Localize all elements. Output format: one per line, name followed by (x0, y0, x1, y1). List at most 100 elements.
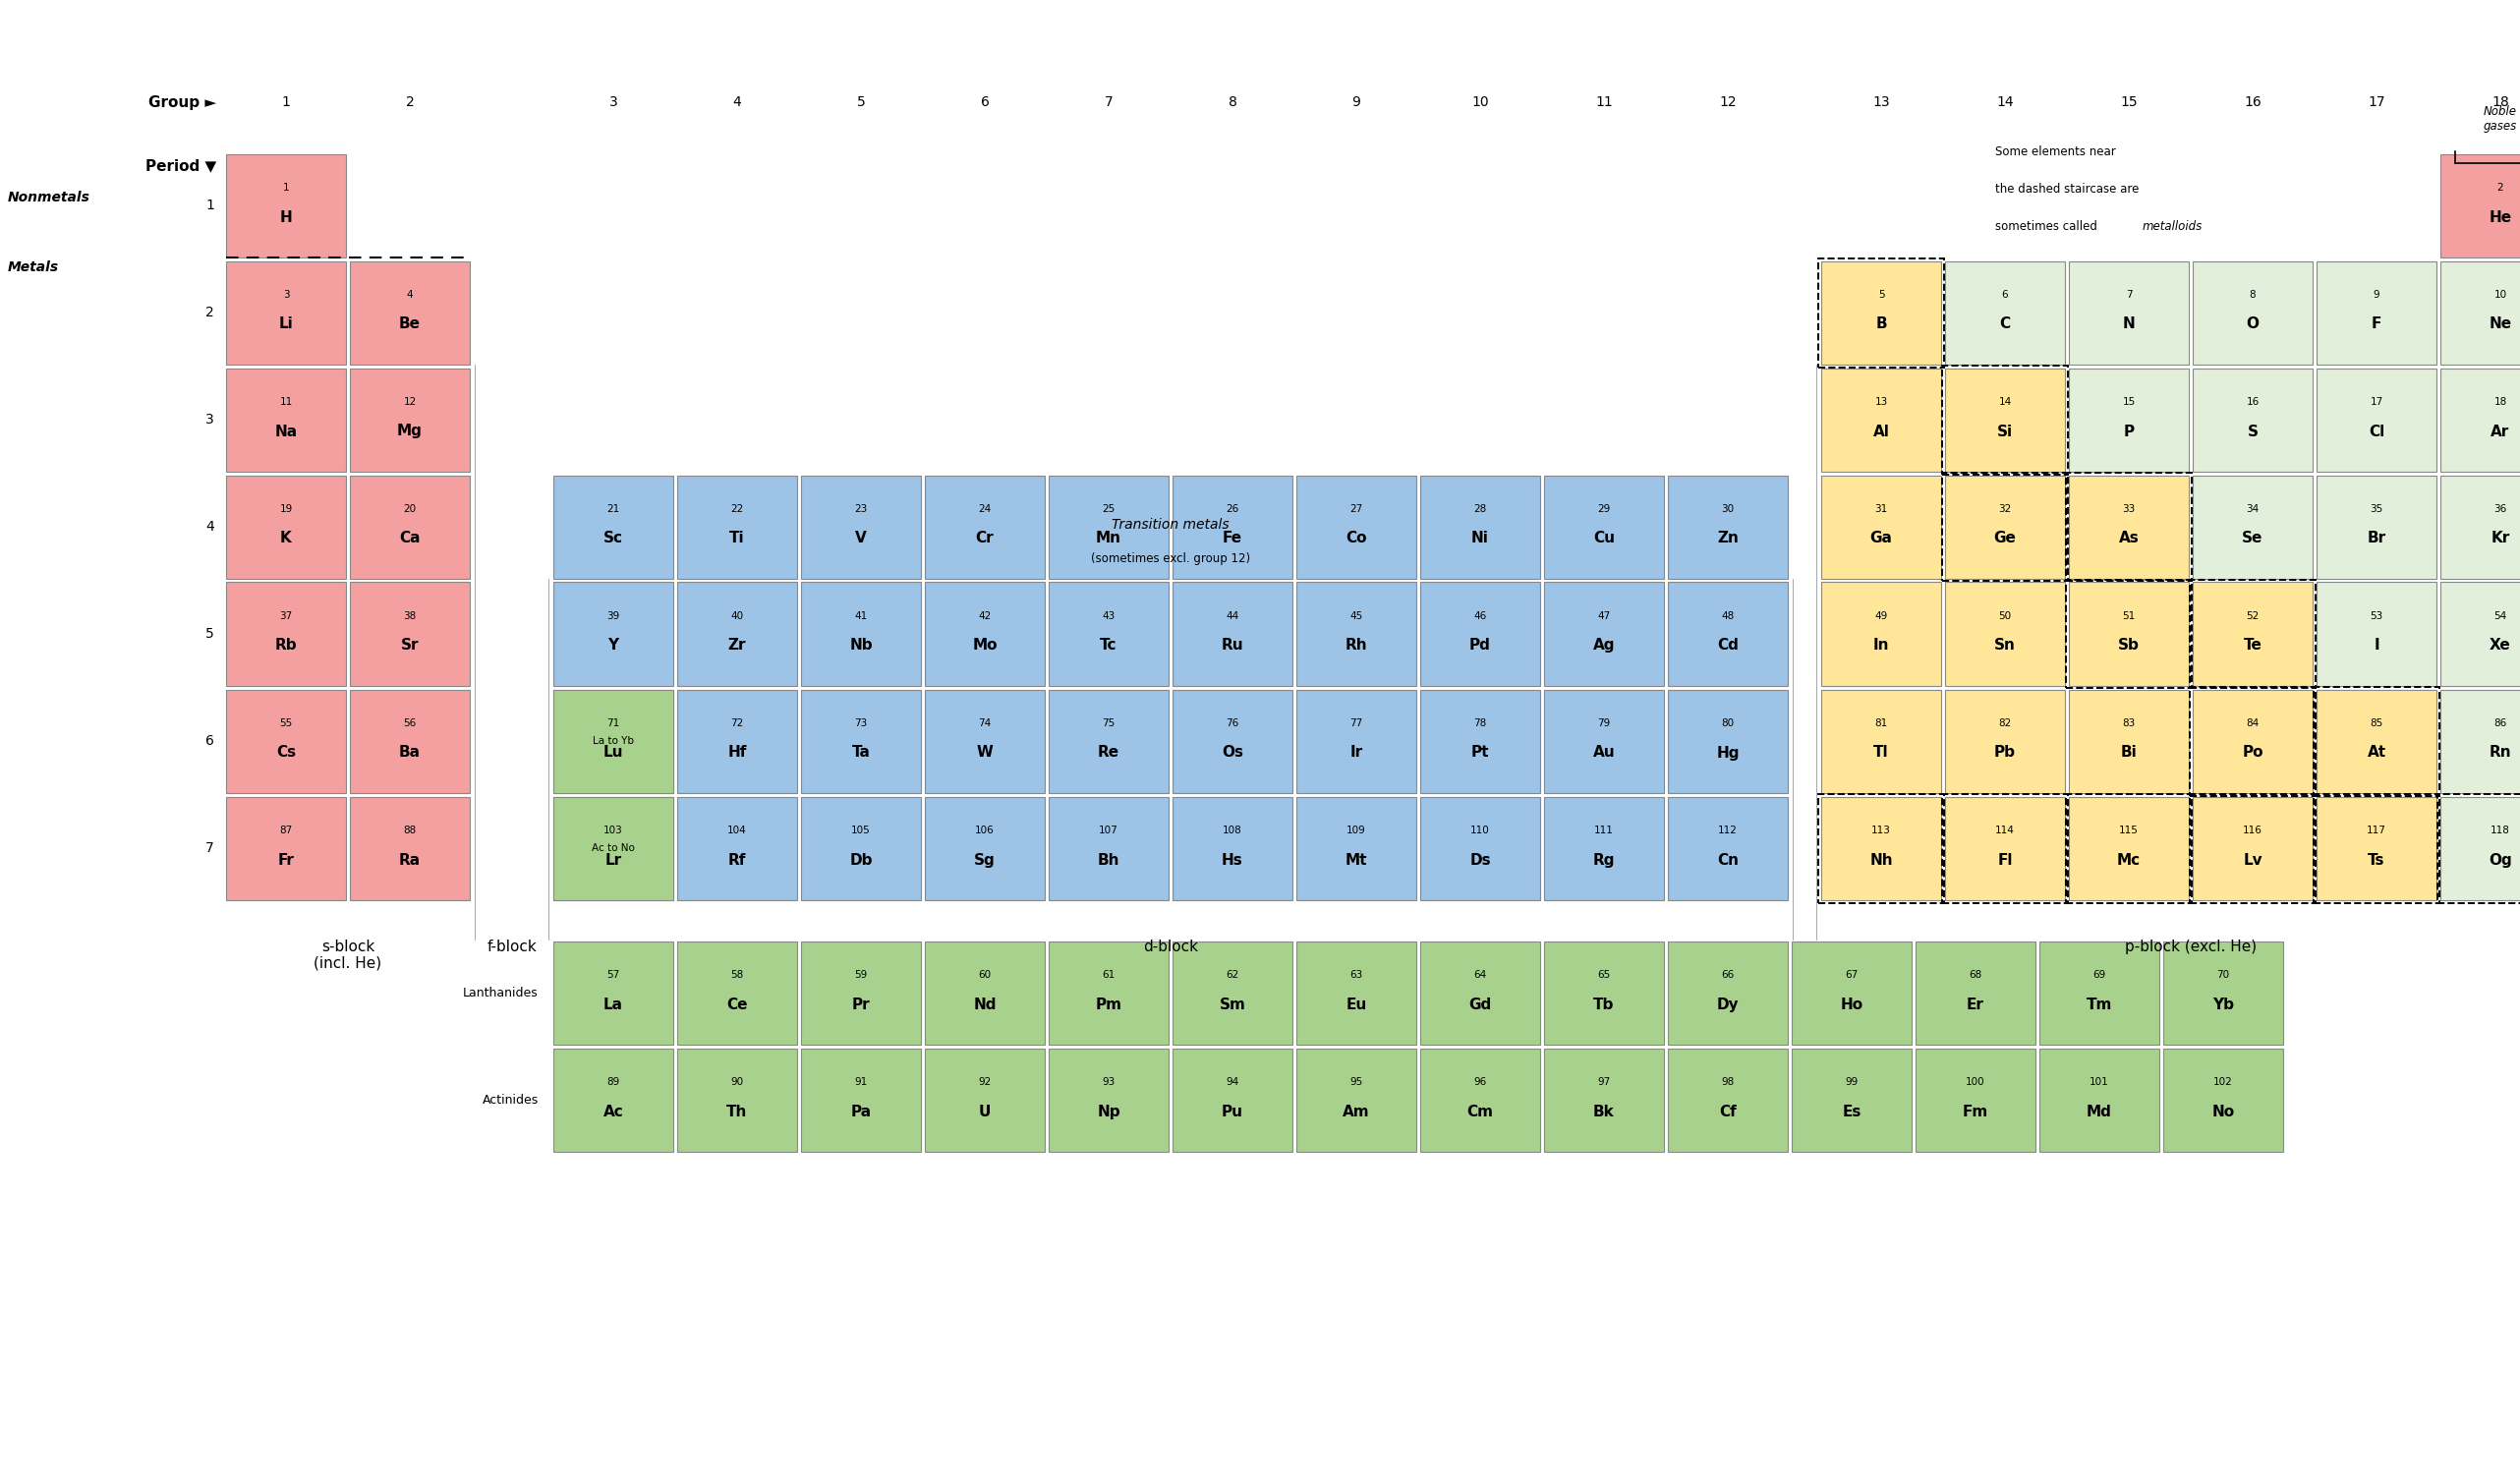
Text: 7: 7 (2124, 289, 2132, 300)
Text: 40: 40 (731, 611, 743, 621)
Text: 44: 44 (1225, 611, 1240, 621)
Text: 1: 1 (207, 199, 214, 212)
FancyBboxPatch shape (227, 154, 345, 257)
Text: 46: 46 (1474, 611, 1487, 621)
FancyBboxPatch shape (2316, 796, 2437, 900)
Text: Nh: Nh (1870, 853, 1893, 868)
Text: 4: 4 (406, 289, 413, 300)
Text: 90: 90 (731, 1077, 743, 1087)
Text: La: La (602, 997, 622, 1011)
Text: the dashed staircase are: the dashed staircase are (1996, 182, 2139, 196)
Text: 55: 55 (280, 718, 292, 728)
FancyBboxPatch shape (1295, 475, 1416, 578)
Text: V: V (854, 531, 867, 546)
Text: 86: 86 (2495, 718, 2507, 728)
Text: 15: 15 (2119, 95, 2137, 110)
Text: He: He (2490, 209, 2512, 224)
Text: Ac to No: Ac to No (592, 844, 635, 853)
Text: 69: 69 (2092, 970, 2107, 980)
FancyBboxPatch shape (1945, 690, 2064, 792)
Text: 15: 15 (2122, 397, 2134, 406)
Text: 89: 89 (607, 1077, 620, 1087)
FancyBboxPatch shape (678, 583, 796, 685)
Text: 48: 48 (1721, 611, 1734, 621)
FancyBboxPatch shape (1945, 368, 2064, 472)
Text: Np: Np (1096, 1105, 1121, 1120)
Text: Al: Al (1872, 424, 1890, 439)
Text: 49: 49 (1875, 611, 1887, 621)
FancyBboxPatch shape (2192, 583, 2313, 685)
Text: Pr: Pr (852, 997, 869, 1011)
Text: 98: 98 (1721, 1077, 1734, 1087)
Text: W: W (978, 746, 993, 761)
Text: 71: 71 (607, 718, 620, 728)
FancyBboxPatch shape (1421, 1048, 1540, 1151)
Text: 5: 5 (1877, 289, 1885, 300)
Text: P: P (2124, 424, 2134, 439)
Text: 27: 27 (1351, 504, 1363, 515)
Text: As: As (2119, 531, 2139, 546)
Text: Fe: Fe (1222, 531, 1242, 546)
Text: 105: 105 (852, 826, 872, 835)
FancyBboxPatch shape (2316, 261, 2437, 365)
FancyBboxPatch shape (2316, 368, 2437, 472)
Text: Cs: Cs (277, 746, 295, 761)
FancyBboxPatch shape (1668, 796, 1787, 900)
Text: 8: 8 (2250, 289, 2255, 300)
FancyBboxPatch shape (227, 583, 345, 685)
FancyBboxPatch shape (2039, 942, 2160, 1044)
Text: 7: 7 (1104, 95, 1114, 110)
Text: 18: 18 (2495, 397, 2507, 406)
Text: Mg: Mg (398, 424, 423, 439)
FancyBboxPatch shape (1295, 583, 1416, 685)
FancyBboxPatch shape (1172, 690, 1293, 792)
Text: Ge: Ge (1993, 531, 2016, 546)
FancyBboxPatch shape (1822, 261, 1940, 365)
Text: Ds: Ds (1469, 853, 1492, 868)
FancyBboxPatch shape (2069, 583, 2190, 685)
Text: I: I (2374, 638, 2379, 653)
Text: 36: 36 (2495, 504, 2507, 515)
Text: 38: 38 (403, 611, 416, 621)
Text: 42: 42 (978, 611, 990, 621)
Text: La to Yb: La to Yb (592, 736, 635, 746)
Text: Mo: Mo (973, 638, 998, 653)
Text: sometimes called: sometimes called (1996, 219, 2102, 233)
FancyBboxPatch shape (350, 261, 469, 365)
FancyBboxPatch shape (1545, 796, 1663, 900)
Text: Th: Th (726, 1105, 748, 1120)
Text: 57: 57 (607, 970, 620, 980)
Text: Ag: Ag (1593, 638, 1615, 653)
Text: 24: 24 (978, 504, 990, 515)
FancyBboxPatch shape (1915, 1048, 2036, 1151)
FancyBboxPatch shape (2069, 368, 2190, 472)
Text: 102: 102 (2213, 1077, 2233, 1087)
FancyBboxPatch shape (554, 475, 673, 578)
Text: Hg: Hg (1716, 746, 1739, 761)
Text: Ar: Ar (2490, 424, 2510, 439)
Text: Md: Md (2087, 1105, 2112, 1120)
Text: 2: 2 (406, 95, 413, 110)
Text: 80: 80 (1721, 718, 1734, 728)
Text: Ru: Ru (1222, 638, 1242, 653)
Text: 100: 100 (1966, 1077, 1986, 1087)
FancyBboxPatch shape (801, 583, 920, 685)
Text: 83: 83 (2122, 718, 2134, 728)
Text: 31: 31 (1875, 504, 1887, 515)
Text: B: B (1875, 317, 1887, 332)
Text: 109: 109 (1346, 826, 1366, 835)
FancyBboxPatch shape (2069, 796, 2190, 900)
Text: Tb: Tb (1593, 997, 1615, 1011)
Text: 32: 32 (1998, 504, 2011, 515)
Text: Nonmetals: Nonmetals (8, 191, 91, 205)
Text: 9: 9 (1351, 95, 1361, 110)
Text: 81: 81 (1875, 718, 1887, 728)
FancyBboxPatch shape (1545, 690, 1663, 792)
FancyBboxPatch shape (1172, 475, 1293, 578)
Text: Ne: Ne (2490, 317, 2512, 332)
Text: Pb: Pb (1993, 746, 2016, 761)
FancyBboxPatch shape (1668, 475, 1787, 578)
Text: 5: 5 (857, 95, 864, 110)
Text: 101: 101 (2089, 1077, 2109, 1087)
FancyBboxPatch shape (925, 475, 1046, 578)
